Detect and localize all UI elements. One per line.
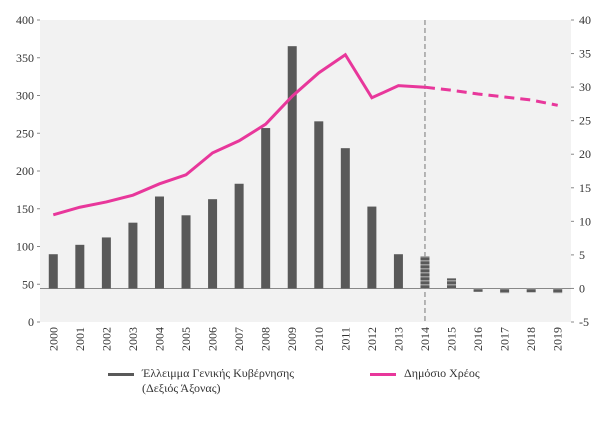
bar: [526, 288, 536, 293]
x-tick-label: 2008: [259, 327, 273, 351]
bar: [208, 199, 218, 289]
x-tick-label: 2010: [312, 327, 326, 351]
x-tick-label: 2018: [524, 327, 538, 351]
bar: [101, 237, 111, 289]
x-tick-label: 2013: [391, 327, 405, 351]
y2-tick-label: 0: [579, 281, 585, 295]
y-tick-label: 0: [28, 315, 34, 329]
x-tick-label: 2011: [338, 327, 352, 351]
y-tick-label: 150: [16, 202, 34, 216]
bar: [154, 196, 164, 289]
y-tick-label: 350: [16, 51, 34, 65]
x-tick-label: 2005: [179, 327, 193, 351]
legend-label: Δημόσιο Χρέος: [404, 366, 480, 380]
legend-swatch: [370, 373, 396, 376]
y2-tick-label: 15: [579, 181, 591, 195]
y2-tick-label: 30: [579, 80, 591, 94]
plot-area: [40, 20, 571, 322]
y2-tick-label: 5: [579, 248, 585, 262]
legend-item: Έλλειμμα Γενικής Κυβέρνησης (Δεξιός Άξον…: [108, 366, 358, 396]
bar: [261, 128, 271, 289]
legend-label: Έλλειμμα Γενικής Κυβέρνησης (Δεξιός Άξον…: [142, 366, 295, 395]
y-tick-label: 50: [22, 277, 34, 291]
y2-tick-label: -5: [579, 315, 589, 329]
x-tick-label: 2009: [285, 327, 299, 351]
y2-tick-label: 25: [579, 114, 591, 128]
line: [52, 52, 426, 217]
x-tick-label: 2004: [152, 327, 166, 351]
y-tick-label: 200: [16, 164, 34, 178]
bar: [393, 254, 403, 289]
bar: [553, 288, 563, 294]
x-tick-label: 2002: [99, 327, 113, 351]
x-tick-label: 2016: [471, 327, 485, 351]
bar: [420, 256, 430, 289]
x-tick-label: 2006: [206, 327, 220, 351]
y2-tick-label: 35: [579, 47, 591, 61]
x-tick-label: 2019: [551, 327, 565, 351]
x-tick-label: 2014: [418, 327, 432, 351]
bar: [48, 254, 58, 289]
bar: [287, 46, 297, 289]
bar: [447, 278, 457, 289]
x-tick-label: 2000: [46, 327, 60, 351]
y2-tick-label: 20: [579, 147, 591, 161]
x-tick-label: 2001: [73, 327, 87, 351]
x-tick-label: 2007: [232, 327, 246, 351]
bar: [340, 148, 350, 289]
y-tick-label: 400: [16, 13, 34, 27]
bar: [367, 206, 377, 289]
legend-item: Δημόσιο Χρέος: [370, 366, 480, 381]
bar: [234, 183, 244, 289]
bar: [473, 288, 483, 292]
x-tick-label: 2017: [498, 327, 512, 351]
y-tick-label: 100: [16, 240, 34, 254]
bar: [75, 244, 85, 289]
legend-swatch: [108, 373, 134, 376]
y2-tick-label: 40: [579, 13, 591, 27]
bar: [500, 288, 510, 294]
bar: [128, 222, 138, 289]
x-tick-label: 2015: [445, 327, 459, 351]
y-tick-label: 300: [16, 89, 34, 103]
y2-tick-label: 10: [579, 214, 591, 228]
bar: [181, 215, 191, 289]
x-tick-label: 2003: [126, 327, 140, 351]
bar: [314, 121, 324, 289]
line: [424, 85, 559, 107]
y-tick-label: 250: [16, 126, 34, 140]
x-tick-label: 2012: [365, 327, 379, 351]
